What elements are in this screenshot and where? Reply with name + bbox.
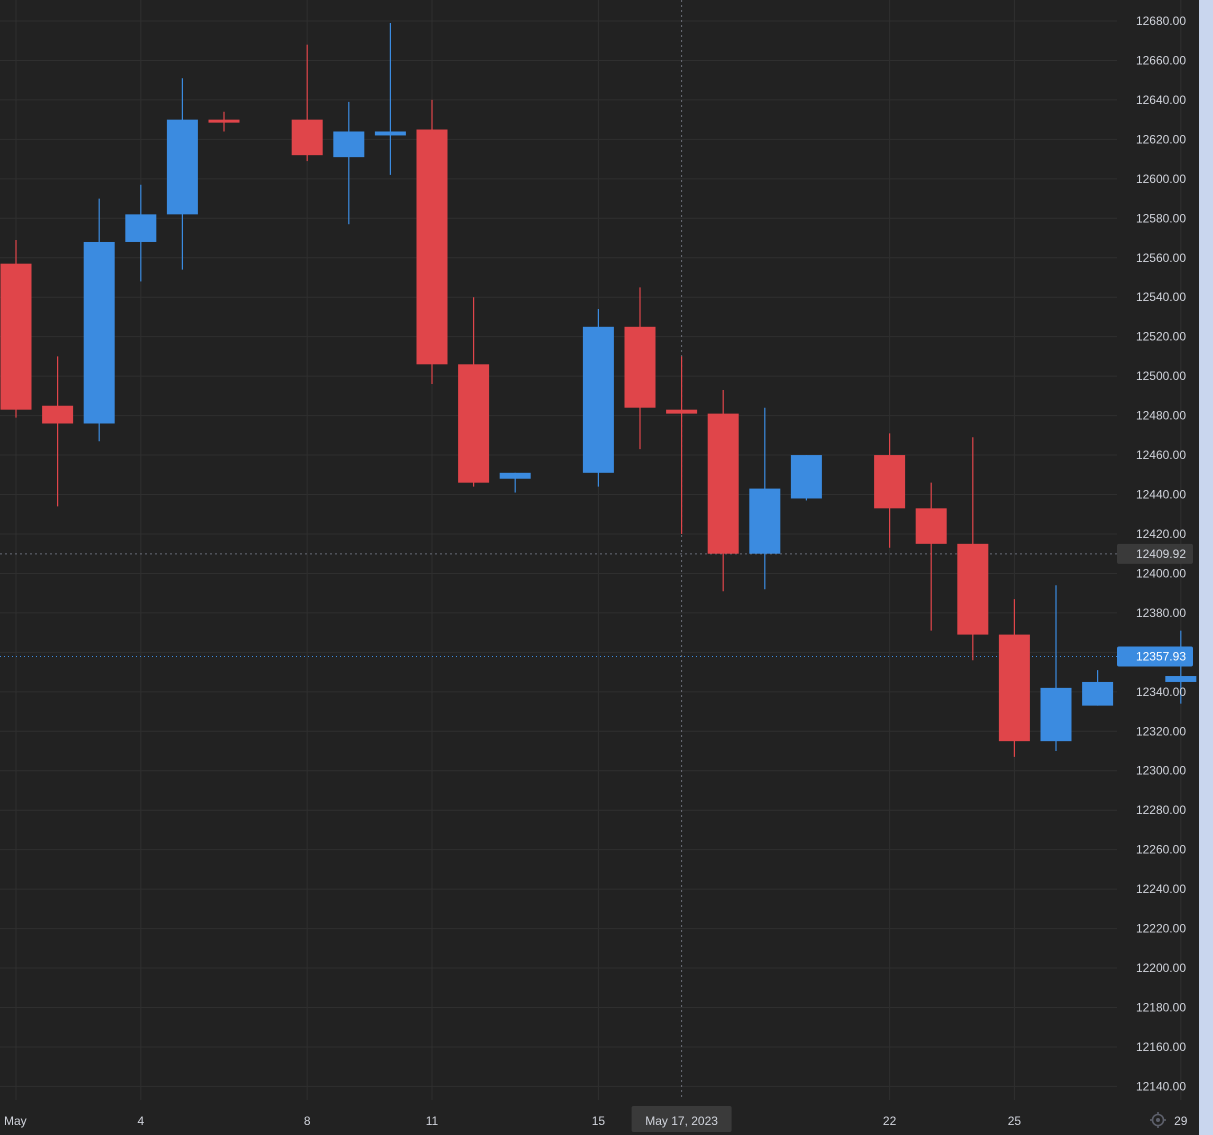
y-tick-label: 12560.00 [1136, 251, 1186, 265]
candle-body [790, 455, 822, 499]
candle-body [624, 326, 656, 408]
candle-body [1165, 676, 1197, 682]
candle[interactable] [374, 22, 406, 175]
candle[interactable] [582, 309, 614, 487]
candle-body [499, 472, 531, 479]
candle[interactable] [1082, 670, 1114, 706]
candle-body [957, 543, 989, 635]
candle[interactable] [707, 389, 739, 592]
candle[interactable] [458, 297, 490, 487]
y-tick-label: 12220.00 [1136, 922, 1186, 936]
y-tick-label: 12680.00 [1136, 14, 1186, 28]
candle-body [707, 413, 739, 554]
y-tick-label: 12580.00 [1136, 211, 1186, 225]
y-tick-label: 12600.00 [1136, 172, 1186, 186]
candle[interactable] [42, 356, 74, 507]
candle-body [42, 405, 74, 424]
candle-body [582, 326, 614, 473]
candle[interactable] [166, 78, 198, 270]
candle-body [666, 409, 698, 414]
y-tick-label: 12440.00 [1136, 488, 1186, 502]
candle[interactable] [915, 482, 947, 631]
y-tick-label: 12180.00 [1136, 1001, 1186, 1015]
x-tick-label: 25 [1008, 1114, 1022, 1128]
candle-body [998, 634, 1030, 742]
svg-text:12409.92: 12409.92 [1136, 547, 1186, 561]
candle[interactable] [208, 111, 240, 132]
candle[interactable] [998, 599, 1030, 757]
candle[interactable] [957, 437, 989, 661]
x-tick-label: 15 [592, 1114, 606, 1128]
y-tick-label: 12660.00 [1136, 53, 1186, 67]
y-tick-label: 12400.00 [1136, 566, 1186, 580]
x-tick-label: 4 [137, 1114, 144, 1128]
time-axis[interactable]: May 4 8 11 15 22 25 29 [4, 1114, 1188, 1128]
y-tick-label: 12460.00 [1136, 448, 1186, 462]
x-tick-label: 22 [883, 1114, 897, 1128]
y-tick-label: 12480.00 [1136, 409, 1186, 423]
x-tick-label: 11 [426, 1114, 439, 1128]
candle[interactable] [1165, 630, 1197, 704]
price-axis[interactable]: 12140.00 12160.00 12180.00 12200.00 12220.00… [1136, 14, 1186, 1093]
candle-body [333, 131, 365, 158]
candle-body [83, 241, 115, 424]
y-tick-label: 12540.00 [1136, 290, 1186, 304]
candles [0, 22, 1197, 757]
y-tick-label: 12260.00 [1136, 843, 1186, 857]
candle-body [208, 119, 240, 123]
y-tick-label: 12280.00 [1136, 803, 1186, 817]
x-tick-label: May [4, 1114, 27, 1128]
candle[interactable] [749, 407, 781, 590]
y-tick-label: 12380.00 [1136, 606, 1186, 620]
candle-body [374, 131, 406, 136]
svg-text:May 17, 2023: May 17, 2023 [645, 1114, 718, 1128]
candle[interactable] [666, 356, 698, 534]
y-tick-label: 12240.00 [1136, 882, 1186, 896]
candle[interactable] [83, 198, 115, 442]
y-tick-label: 12300.00 [1136, 764, 1186, 778]
candle-body [915, 508, 947, 544]
candle[interactable] [0, 240, 32, 418]
candle[interactable] [125, 184, 157, 282]
candle[interactable] [874, 433, 906, 548]
y-tick-label: 12340.00 [1136, 685, 1186, 699]
candle[interactable] [291, 44, 323, 162]
y-tick-label: 12640.00 [1136, 93, 1186, 107]
candle-body [1082, 681, 1114, 706]
window-edge [1199, 0, 1213, 1135]
y-tick-label: 12160.00 [1136, 1040, 1186, 1054]
x-tick-label: 8 [304, 1114, 311, 1128]
candle-body [416, 129, 448, 365]
svg-text:12357.93: 12357.93 [1136, 649, 1186, 663]
y-tick-label: 12420.00 [1136, 527, 1186, 541]
candle-body [458, 364, 490, 483]
x-tick-label: 29 [1174, 1114, 1188, 1128]
candle-body [291, 119, 323, 156]
candle-body [125, 214, 157, 242]
axis-badges: 12409.92 12357.93 May 17, 2023 [631, 543, 1193, 1132]
candle[interactable] [1040, 585, 1072, 752]
y-tick-label: 12140.00 [1136, 1079, 1186, 1093]
y-tick-label: 12620.00 [1136, 132, 1186, 146]
y-tick-label: 12200.00 [1136, 961, 1186, 975]
candle-body [749, 488, 781, 554]
candle-body [874, 455, 906, 509]
candle[interactable] [624, 287, 656, 450]
candle[interactable] [790, 455, 822, 501]
crosshair-price-label: 12409.92 [1117, 543, 1193, 564]
y-tick-label: 12320.00 [1136, 724, 1186, 738]
candle[interactable] [499, 472, 531, 493]
candle[interactable] [416, 99, 448, 385]
y-tick-label: 12520.00 [1136, 330, 1186, 344]
y-tick-label: 12500.00 [1136, 369, 1186, 383]
last-price-label: 12357.93 [1117, 646, 1193, 667]
gear-icon[interactable] [1150, 1112, 1166, 1128]
candle-body [0, 263, 32, 410]
crosshair-date-label: May 17, 2023 [631, 1106, 732, 1132]
candle-body [1040, 687, 1072, 742]
candle[interactable] [333, 101, 365, 225]
candle-body [166, 119, 198, 215]
